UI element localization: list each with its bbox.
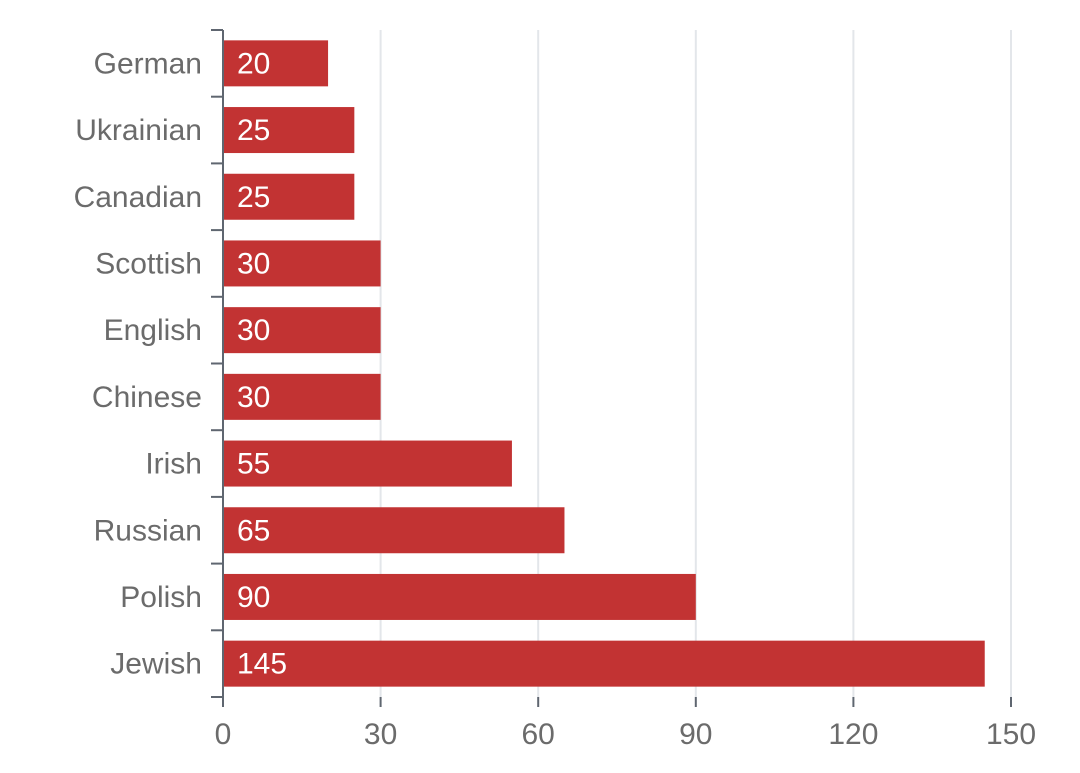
category-label: Polish [120, 581, 202, 614]
bar-polish [224, 573, 696, 620]
bar-value-label: 55 [237, 448, 270, 481]
bar-german [224, 40, 329, 87]
category-label: English [104, 314, 202, 347]
bar-irish [224, 440, 512, 487]
bar-canadian [224, 173, 355, 220]
bar-value-label: 30 [237, 314, 270, 347]
category-label: Irish [145, 448, 202, 481]
bar-ukrainian [224, 107, 355, 154]
x-tick-label: 0 [215, 718, 232, 751]
x-tick-label: 60 [522, 718, 555, 751]
category-label: Canadian [74, 181, 202, 214]
bar-value-label: 25 [237, 114, 270, 147]
category-label: Russian [94, 514, 202, 547]
bar-value-label: 30 [237, 247, 270, 280]
x-tick-label: 90 [679, 718, 712, 751]
category-label: German [94, 47, 202, 80]
category-label: Ukrainian [75, 114, 202, 147]
labels: 0 30 60 90 120 150 German 20 Ukrainian 25 Canadian… [74, 47, 1036, 751]
bar-chinese [224, 373, 381, 420]
x-tick-label: 120 [828, 718, 878, 751]
bar-jewish [224, 640, 985, 687]
category-label: Jewish [110, 648, 202, 681]
bar-english [224, 307, 381, 354]
bar-value-label: 25 [237, 181, 270, 214]
axes [211, 29, 1012, 707]
bar-value-label: 20 [237, 47, 270, 80]
bars [224, 40, 985, 687]
bar-value-label: 90 [237, 581, 270, 614]
bar-scottish [224, 240, 381, 287]
x-tick-label: 30 [364, 718, 397, 751]
x-tick-label: 150 [986, 718, 1036, 751]
bar-russian [224, 507, 565, 554]
category-label: Scottish [95, 247, 202, 280]
bar-value-label: 145 [237, 648, 287, 681]
category-label: Chinese [92, 381, 202, 414]
bar-value-label: 65 [237, 514, 270, 547]
bar-value-label: 30 [237, 381, 270, 414]
